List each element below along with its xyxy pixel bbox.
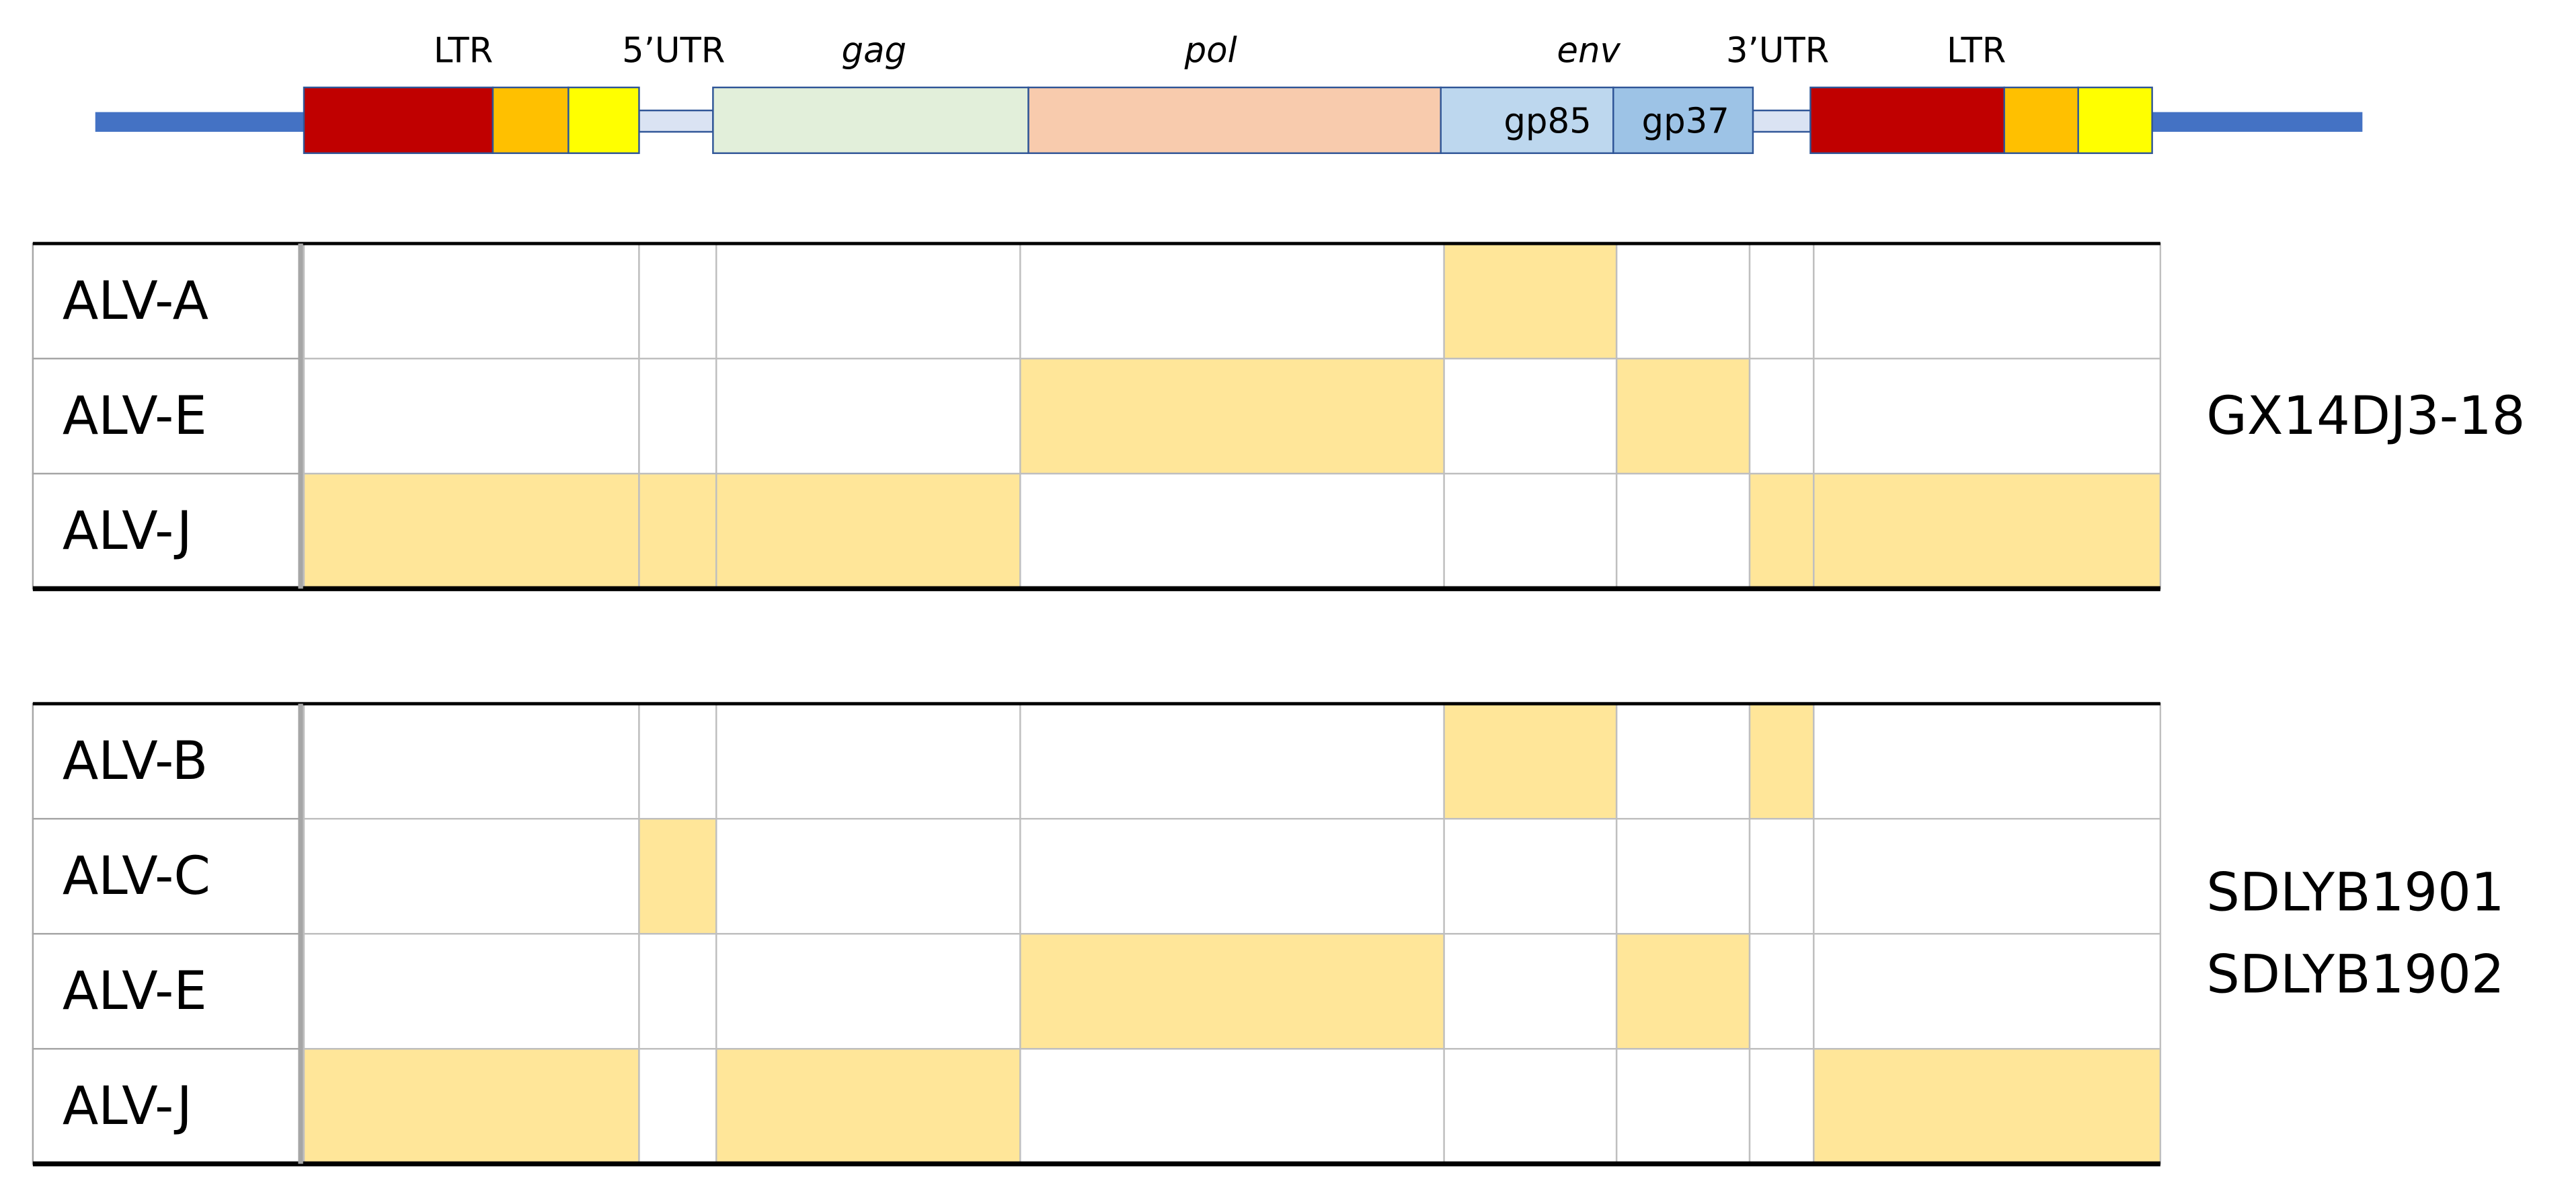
cell — [1748, 357, 1815, 475]
strain-label: SDLYB1901 — [2206, 862, 2504, 924]
cell — [1019, 933, 1445, 1050]
ltr-u3 — [1809, 86, 2005, 154]
gag-box — [712, 86, 1029, 154]
cell — [715, 818, 1021, 935]
cell — [1443, 242, 1618, 360]
row-label-cell — [32, 357, 300, 475]
row-label-cell — [32, 818, 300, 935]
cell — [1615, 472, 1751, 590]
cell — [1813, 242, 2162, 360]
cell — [1615, 242, 1751, 360]
cell — [715, 242, 1021, 360]
ltr-u5 — [568, 86, 640, 154]
cell — [1443, 818, 1618, 935]
strain-label: SDLYB1902 — [2206, 944, 2504, 1006]
cell — [715, 702, 1021, 820]
cell — [1443, 357, 1618, 475]
row-label: ALV-J — [63, 500, 192, 562]
cell — [1748, 242, 1815, 360]
cell — [1443, 702, 1618, 820]
cell — [1443, 472, 1618, 590]
cell — [638, 242, 717, 360]
cell — [1019, 1048, 1445, 1165]
cell — [1615, 702, 1751, 820]
cell — [1813, 702, 2162, 820]
cell — [1748, 933, 1815, 1050]
cell — [638, 1048, 717, 1165]
ltr-u5 — [2077, 86, 2153, 154]
region-label: LTR — [1947, 31, 2006, 71]
cell — [303, 818, 640, 935]
row-label-cell — [32, 702, 300, 820]
ltr-r — [492, 86, 570, 154]
cell — [1443, 933, 1618, 1050]
region-label: 3’UTR — [1726, 31, 1829, 71]
utr-strip — [638, 109, 714, 133]
cell — [1748, 702, 1815, 820]
row-label: ALV-E — [63, 385, 207, 447]
row-label-cell — [32, 242, 300, 360]
strain-label: GX14DJ3-18 — [2206, 385, 2525, 447]
cell — [1443, 1048, 1618, 1165]
row-label: ALV-A — [63, 270, 208, 332]
cell — [1813, 933, 2162, 1050]
cell — [715, 933, 1021, 1050]
utr-strip — [1752, 109, 1811, 133]
cell — [303, 702, 640, 820]
cell — [1748, 818, 1815, 935]
cell — [1615, 818, 1751, 935]
cell — [1019, 357, 1445, 475]
cell — [303, 1048, 640, 1165]
row-label: ALV-C — [63, 846, 210, 907]
cell — [638, 818, 717, 935]
cell — [1813, 1048, 2162, 1165]
row-label: ALV-B — [63, 730, 208, 792]
region-label: 5’UTR — [622, 31, 725, 71]
ltr-u3 — [303, 86, 494, 154]
region-label: env — [1557, 31, 1621, 71]
cell — [1615, 933, 1751, 1050]
cell — [1813, 818, 2162, 935]
cell — [1748, 472, 1815, 590]
gp85-box — [1440, 86, 1614, 154]
cell — [715, 472, 1021, 590]
cell — [303, 933, 640, 1050]
row-label: ALV-E — [63, 961, 207, 1022]
pol-box — [1027, 86, 1442, 154]
genome-map: LTR 5’UTR gag pol env 3’UTR LTR gp85 gp3… — [95, 31, 2363, 154]
ltr-r — [2003, 86, 2079, 154]
cell — [638, 933, 717, 1050]
region-label: gag — [842, 31, 907, 71]
cell — [303, 242, 640, 360]
gp37-box — [1612, 86, 1754, 154]
region-label: LTR — [434, 31, 494, 71]
cell — [1615, 1048, 1751, 1165]
cell — [1813, 472, 2162, 590]
cell — [1019, 242, 1445, 360]
cell — [1813, 357, 2162, 475]
cell — [638, 472, 717, 590]
cell — [1019, 818, 1445, 935]
region-label: pol — [1184, 31, 1237, 71]
cell — [1019, 702, 1445, 820]
cell — [1748, 1048, 1815, 1165]
cell — [303, 357, 640, 475]
cell — [1019, 472, 1445, 590]
cell — [638, 702, 717, 820]
cell — [715, 357, 1021, 475]
env-part-label: gp85 — [1504, 102, 1591, 142]
cell — [638, 357, 717, 475]
cell — [303, 472, 640, 590]
row-label-cell — [32, 933, 300, 1050]
cell — [1615, 357, 1751, 475]
cell — [715, 1048, 1021, 1165]
env-part-label: gp37 — [1642, 102, 1729, 142]
row-label: ALV-J — [63, 1076, 192, 1137]
